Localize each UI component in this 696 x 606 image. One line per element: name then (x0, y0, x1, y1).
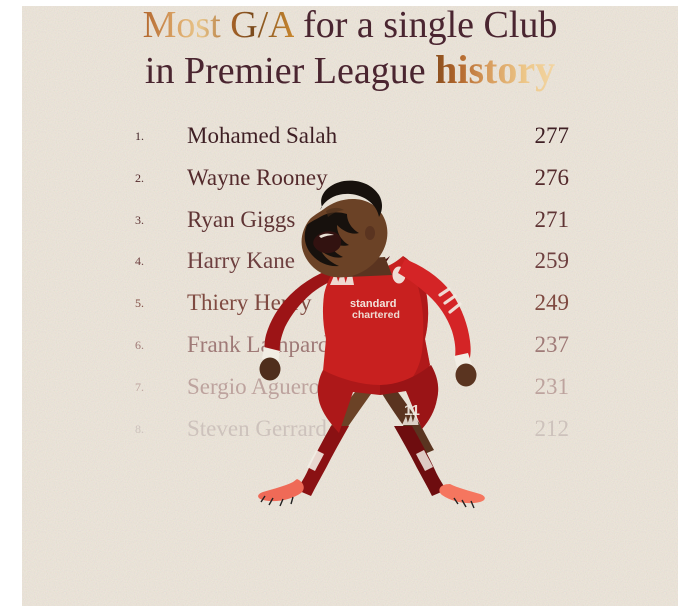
svg-text:chartered: chartered (352, 309, 400, 321)
svg-text:11: 11 (404, 402, 420, 419)
